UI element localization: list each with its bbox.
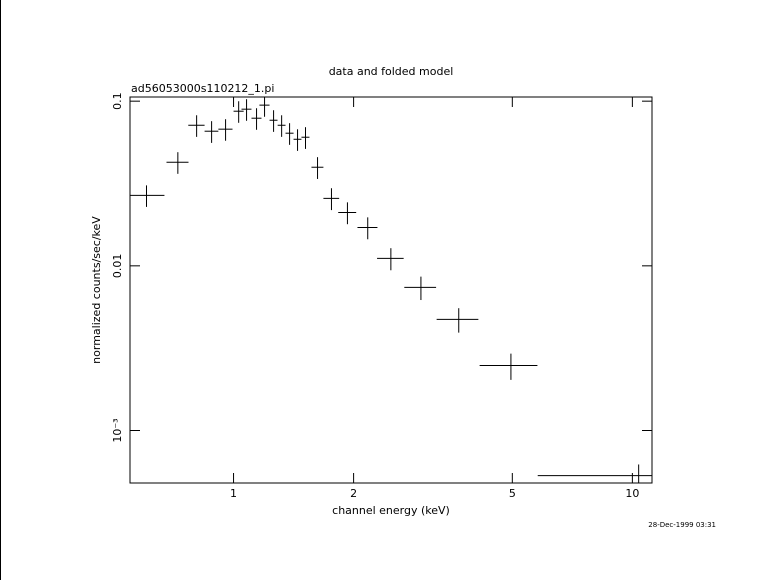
timestamp: 28-Dec-1999 03:31 xyxy=(648,521,716,529)
y-axis-label: normalized counts/sec/keV xyxy=(90,216,103,364)
data-layer xyxy=(130,97,652,483)
x-tick-label: 10 xyxy=(625,487,639,500)
chart-subtitle: ad56053000s110212_1.pi xyxy=(131,82,274,95)
x-tick-label: 2 xyxy=(350,487,357,500)
y-tick-label: 10⁻³ xyxy=(111,418,124,442)
plot-frame xyxy=(129,96,653,484)
chart-title: data and folded model xyxy=(329,65,454,78)
x-tick-label: 5 xyxy=(509,487,516,500)
x-axis-label: channel energy (keV) xyxy=(332,504,450,517)
y-tick-label: 0.01 xyxy=(111,254,124,279)
y-tick-label: 0.1 xyxy=(111,92,124,110)
x-tick-label: 1 xyxy=(230,487,237,500)
